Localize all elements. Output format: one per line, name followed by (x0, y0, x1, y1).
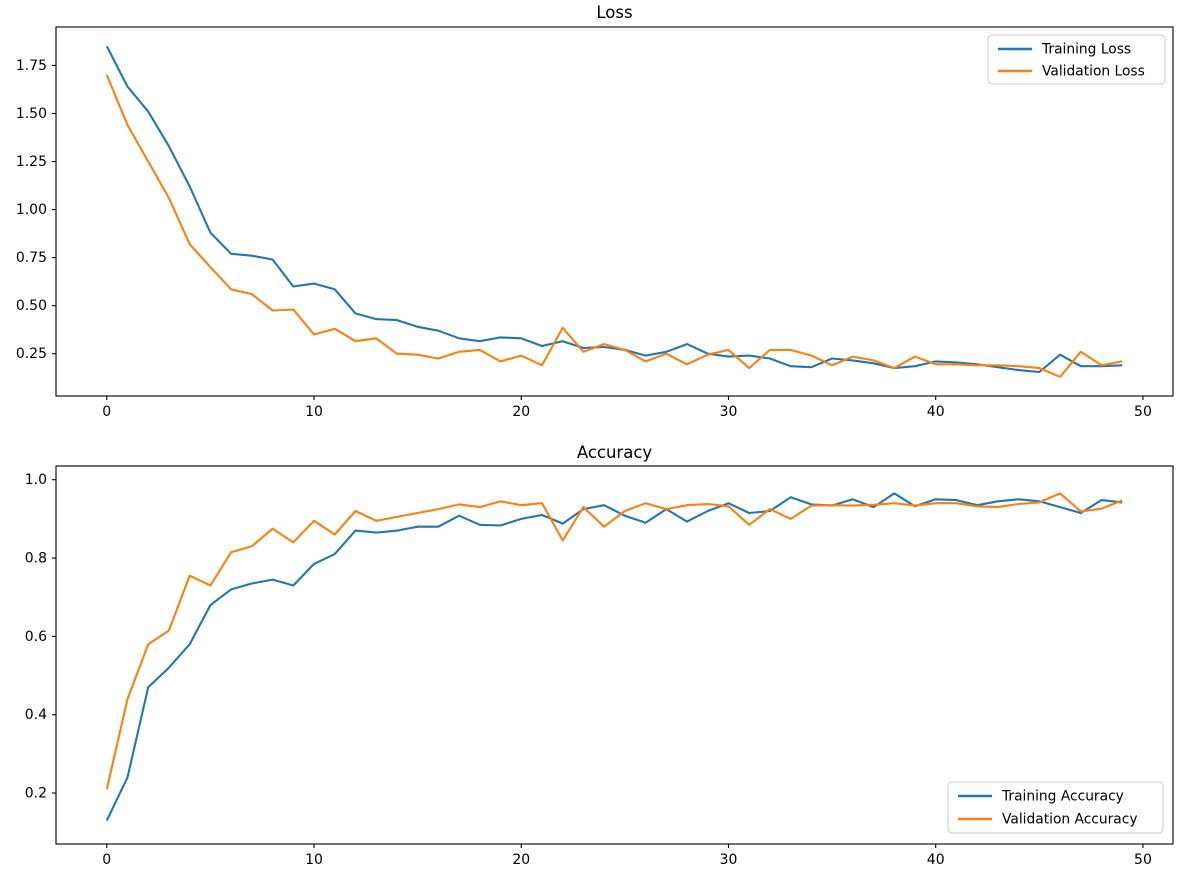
y-axis-tick-label: 0.6 (25, 629, 47, 645)
validation-loss-legend-label: Validation Loss (1042, 64, 1145, 80)
y-axis-tick-label: 0.75 (16, 250, 47, 266)
training-loss-legend-label: Training Loss (1041, 42, 1131, 58)
y-axis-tick-label: 1.00 (16, 202, 47, 218)
validation-loss-line (105, 74, 1123, 378)
x-axis-tick-label: 30 (720, 404, 738, 420)
plot-area-border (55, 465, 1174, 845)
y-axis-tick-label: 0.4 (25, 707, 47, 723)
y-axis-tick-label: 0.8 (25, 551, 47, 567)
x-axis-tick-label: 50 (1134, 852, 1152, 868)
training-loss-line (105, 45, 1123, 374)
legend-box (987, 34, 1166, 85)
y-axis-tick-label: 0.25 (16, 346, 47, 362)
x-axis-tick-label: 50 (1134, 404, 1152, 420)
loss-chart: Loss 0 10 20 30 40 50 0.25 0.50 0.75 1.00 1.25 1.50 1… (16, 3, 1174, 420)
accuracy-chart: Accuracy 0 10 20 30 40 50 0.2 0.4 0.6 0.8 1.0 Traini… (25, 443, 1174, 868)
training-accuracy-line (105, 492, 1123, 821)
y-axis-tick-label: 1.0 (25, 472, 47, 488)
legend: Training Accuracy Validation Accuracy (947, 781, 1164, 834)
y-axis-tick-label: 1.50 (16, 106, 47, 122)
legend-box (947, 781, 1164, 834)
validation-accuracy-legend-label: Validation Accuracy (1002, 812, 1138, 828)
x-axis-tick-label: 40 (927, 852, 945, 868)
training-accuracy-legend-label: Training Accuracy (1001, 789, 1124, 805)
x-axis-tick-label: 40 (927, 404, 945, 420)
x-axis-tick-label: 10 (305, 404, 323, 420)
x-axis-tick-label: 20 (512, 852, 530, 868)
y-axis-tick-label: 0.50 (16, 298, 47, 314)
y-axis-tick-label: 1.75 (16, 58, 47, 74)
x-axis-tick-label: 20 (512, 404, 530, 420)
y-axis-tick-label: 1.25 (16, 154, 47, 170)
x-axis-tick-label: 0 (102, 852, 111, 868)
plot-area-border (55, 26, 1174, 397)
chart-title: Loss (596, 3, 632, 22)
x-axis-tick-label: 30 (720, 852, 738, 868)
chart-title: Accuracy (577, 443, 653, 462)
x-axis-tick-label: 10 (305, 852, 323, 868)
legend: Training Loss Validation Loss (987, 34, 1166, 85)
y-axis-tick-label: 0.2 (25, 786, 47, 802)
x-axis-tick-label: 0 (102, 404, 111, 420)
validation-accuracy-line (105, 492, 1123, 790)
